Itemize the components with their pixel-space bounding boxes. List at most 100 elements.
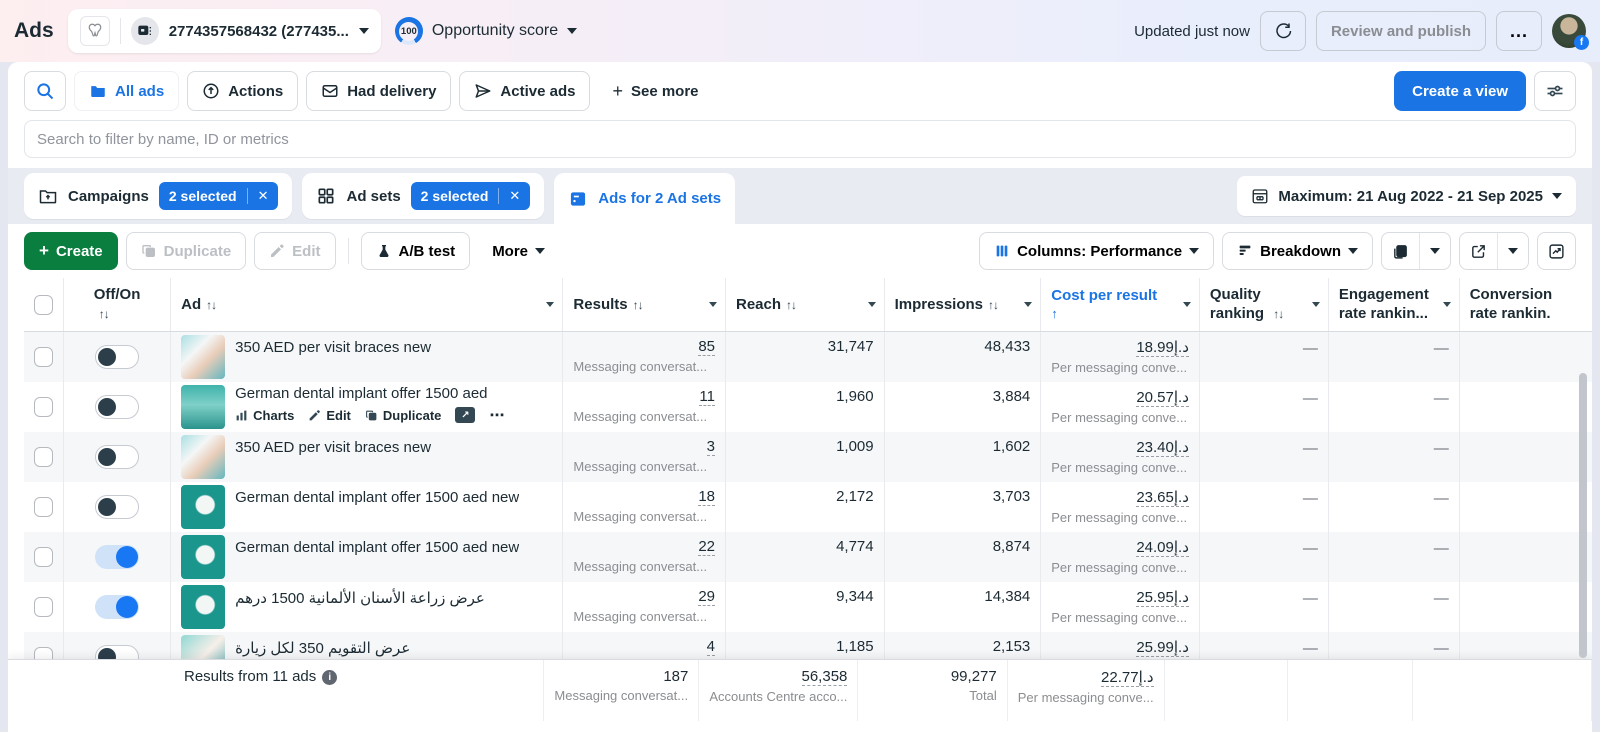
duplicate-action[interactable]: Duplicate bbox=[365, 408, 442, 423]
row-checkbox[interactable] bbox=[34, 347, 53, 367]
tab-ads[interactable]: Ads for 2 Ad sets bbox=[554, 173, 735, 224]
chevron-down-icon[interactable] bbox=[546, 302, 554, 307]
header-ad[interactable]: Ad ↑↓ bbox=[171, 278, 563, 331]
ellipsis-icon: ... bbox=[1510, 21, 1528, 42]
quality-value: — bbox=[1200, 582, 1329, 632]
header-impressions[interactable]: Impressions ↑↓ bbox=[885, 278, 1042, 331]
filter-row: All ads Actions Had delivery bbox=[8, 62, 1592, 118]
header-results[interactable]: Results ↑↓ bbox=[563, 278, 726, 331]
account-selector[interactable]: 2774357568432 (277435... bbox=[68, 9, 381, 53]
ad-toggle[interactable] bbox=[95, 595, 139, 619]
ad-name[interactable]: عرض زراعة الأسنان الألمانية 1500 درهم bbox=[235, 585, 485, 607]
ad-thumbnail bbox=[181, 485, 225, 529]
table-row[interactable]: German dental implant offer 1500 aed new… bbox=[24, 482, 1592, 532]
more-options-button[interactable]: ... bbox=[1496, 11, 1542, 51]
header-engagement-ranking[interactable]: Engagement rate rankin... bbox=[1329, 278, 1460, 331]
cost-value: 24.09د.إ bbox=[1136, 538, 1189, 557]
table-row[interactable]: 350 AED per visit braces new 85Messaging… bbox=[24, 332, 1592, 382]
ad-name[interactable]: German dental implant offer 1500 aed bbox=[235, 385, 504, 402]
vertical-scrollbar[interactable] bbox=[1579, 373, 1587, 658]
table-row[interactable]: German dental implant offer 1500 aed Cha… bbox=[24, 382, 1592, 432]
chevron-down-icon[interactable] bbox=[1312, 302, 1320, 307]
ad-name[interactable]: عرض التقويم 350 لكل زيارة bbox=[235, 635, 410, 657]
search-input[interactable] bbox=[24, 120, 1576, 158]
ad-toggle[interactable] bbox=[95, 495, 139, 519]
ab-test-button[interactable]: A/B test bbox=[361, 232, 471, 270]
header-cost-per-result[interactable]: Cost per result ↑ bbox=[1041, 278, 1200, 331]
breakdown-button[interactable]: Breakdown bbox=[1222, 232, 1373, 270]
tab-campaigns[interactable]: Campaigns 2 selected ✕ bbox=[24, 173, 292, 219]
ad-toggle[interactable] bbox=[95, 545, 139, 569]
ad-toggle[interactable] bbox=[95, 445, 139, 469]
row-checkbox[interactable] bbox=[34, 447, 53, 467]
header-quality-ranking[interactable]: Quality ranking ↑↓ bbox=[1200, 278, 1329, 331]
row-checkbox[interactable] bbox=[34, 547, 53, 567]
chevron-down-icon[interactable] bbox=[1183, 302, 1191, 307]
table-row[interactable]: German dental implant offer 1500 aed new… bbox=[24, 532, 1592, 582]
see-more-button[interactable]: + See more bbox=[598, 71, 712, 111]
ad-toggle[interactable] bbox=[95, 345, 139, 369]
edit-action[interactable]: Edit bbox=[308, 408, 351, 423]
chevron-down-icon[interactable] bbox=[1443, 302, 1451, 307]
duplicate-icon bbox=[141, 243, 157, 259]
charts-action[interactable]: Charts bbox=[235, 408, 294, 423]
info-icon[interactable]: i bbox=[322, 670, 337, 685]
create-a-view-button[interactable]: Create a view bbox=[1394, 71, 1526, 111]
row-checkbox[interactable] bbox=[34, 597, 53, 617]
reports-button[interactable] bbox=[1381, 232, 1451, 270]
header-off-on[interactable]: Off/On ↑↓ bbox=[64, 278, 171, 331]
reach-value: 4,774 bbox=[836, 538, 874, 555]
columns-button[interactable]: Columns: Performance bbox=[979, 232, 1214, 270]
row-more-action[interactable]: ⋯ bbox=[489, 406, 504, 424]
conversion-value bbox=[1460, 332, 1592, 382]
table-row[interactable]: 350 AED per visit braces new 3Messaging … bbox=[24, 432, 1592, 482]
ad-name[interactable]: 350 AED per visit braces new bbox=[235, 335, 431, 356]
adsets-selected-badge[interactable]: 2 selected ✕ bbox=[411, 182, 531, 210]
row-checkbox[interactable] bbox=[34, 497, 53, 517]
select-all-checkbox[interactable] bbox=[34, 295, 53, 315]
chevron-down-icon[interactable] bbox=[868, 302, 876, 307]
more-button[interactable]: More bbox=[478, 232, 559, 270]
ad-thumbnail bbox=[181, 585, 225, 629]
charts-panel-button[interactable] bbox=[1537, 232, 1576, 270]
table-row[interactable]: عرض التقويم 350 لكل زيارة 4Messaging con… bbox=[24, 632, 1592, 660]
row-checkbox[interactable] bbox=[34, 397, 53, 417]
header-conversion-ranking[interactable]: Conversion rate rankin. bbox=[1460, 278, 1592, 331]
search-button[interactable] bbox=[24, 71, 66, 111]
date-range-selector[interactable]: Maximum: 21 Aug 2022 - 21 Sep 2025 bbox=[1237, 176, 1576, 216]
opportunity-score[interactable]: 100 Opportunity score bbox=[395, 17, 577, 45]
clear-selection-icon[interactable]: ✕ bbox=[247, 188, 269, 204]
ad-thumbnail bbox=[181, 335, 225, 379]
ad-toggle[interactable] bbox=[95, 645, 139, 660]
duplicate-button[interactable]: Duplicate bbox=[126, 232, 247, 270]
tab-ad-sets[interactable]: Ad sets 2 selected ✕ bbox=[302, 173, 544, 219]
refresh-button[interactable] bbox=[1260, 11, 1306, 51]
filter-chip-had-delivery[interactable]: Had delivery bbox=[306, 71, 451, 111]
chevron-down-icon[interactable] bbox=[1024, 302, 1032, 307]
folder-icon bbox=[89, 82, 107, 100]
filter-chip-active-ads[interactable]: Active ads bbox=[459, 71, 590, 111]
edit-button[interactable]: Edit bbox=[254, 232, 335, 270]
review-and-publish-button[interactable]: Review and publish bbox=[1316, 11, 1486, 51]
ad-name[interactable]: German dental implant offer 1500 aed new bbox=[235, 485, 519, 506]
view-chart-action[interactable]: ↗ bbox=[455, 407, 475, 423]
export-button[interactable] bbox=[1459, 232, 1529, 270]
ad-name[interactable]: German dental implant offer 1500 aed new bbox=[235, 535, 519, 556]
view-settings-button[interactable] bbox=[1534, 71, 1576, 111]
chevron-down-icon bbox=[1348, 248, 1358, 254]
ad-toggle[interactable] bbox=[95, 395, 139, 419]
calendar-icon bbox=[1251, 187, 1269, 205]
impressions-value: 14,384 bbox=[984, 588, 1030, 605]
create-button[interactable]: + Create bbox=[24, 232, 118, 270]
filter-chip-actions[interactable]: Actions bbox=[187, 71, 298, 111]
chevron-down-icon[interactable] bbox=[709, 302, 717, 307]
filter-chip-all-ads[interactable]: All ads bbox=[74, 71, 179, 111]
duplicate-icon bbox=[365, 409, 378, 422]
ad-name[interactable]: 350 AED per visit braces new bbox=[235, 435, 431, 456]
table-row[interactable]: عرض زراعة الأسنان الألمانية 1500 درهم 29… bbox=[24, 582, 1592, 632]
clear-selection-icon[interactable]: ✕ bbox=[498, 188, 520, 204]
campaigns-selected-badge[interactable]: 2 selected ✕ bbox=[159, 182, 279, 210]
header-reach[interactable]: Reach ↑↓ bbox=[726, 278, 885, 331]
results-value: 3 bbox=[707, 438, 715, 456]
avatar[interactable]: f bbox=[1552, 14, 1586, 48]
